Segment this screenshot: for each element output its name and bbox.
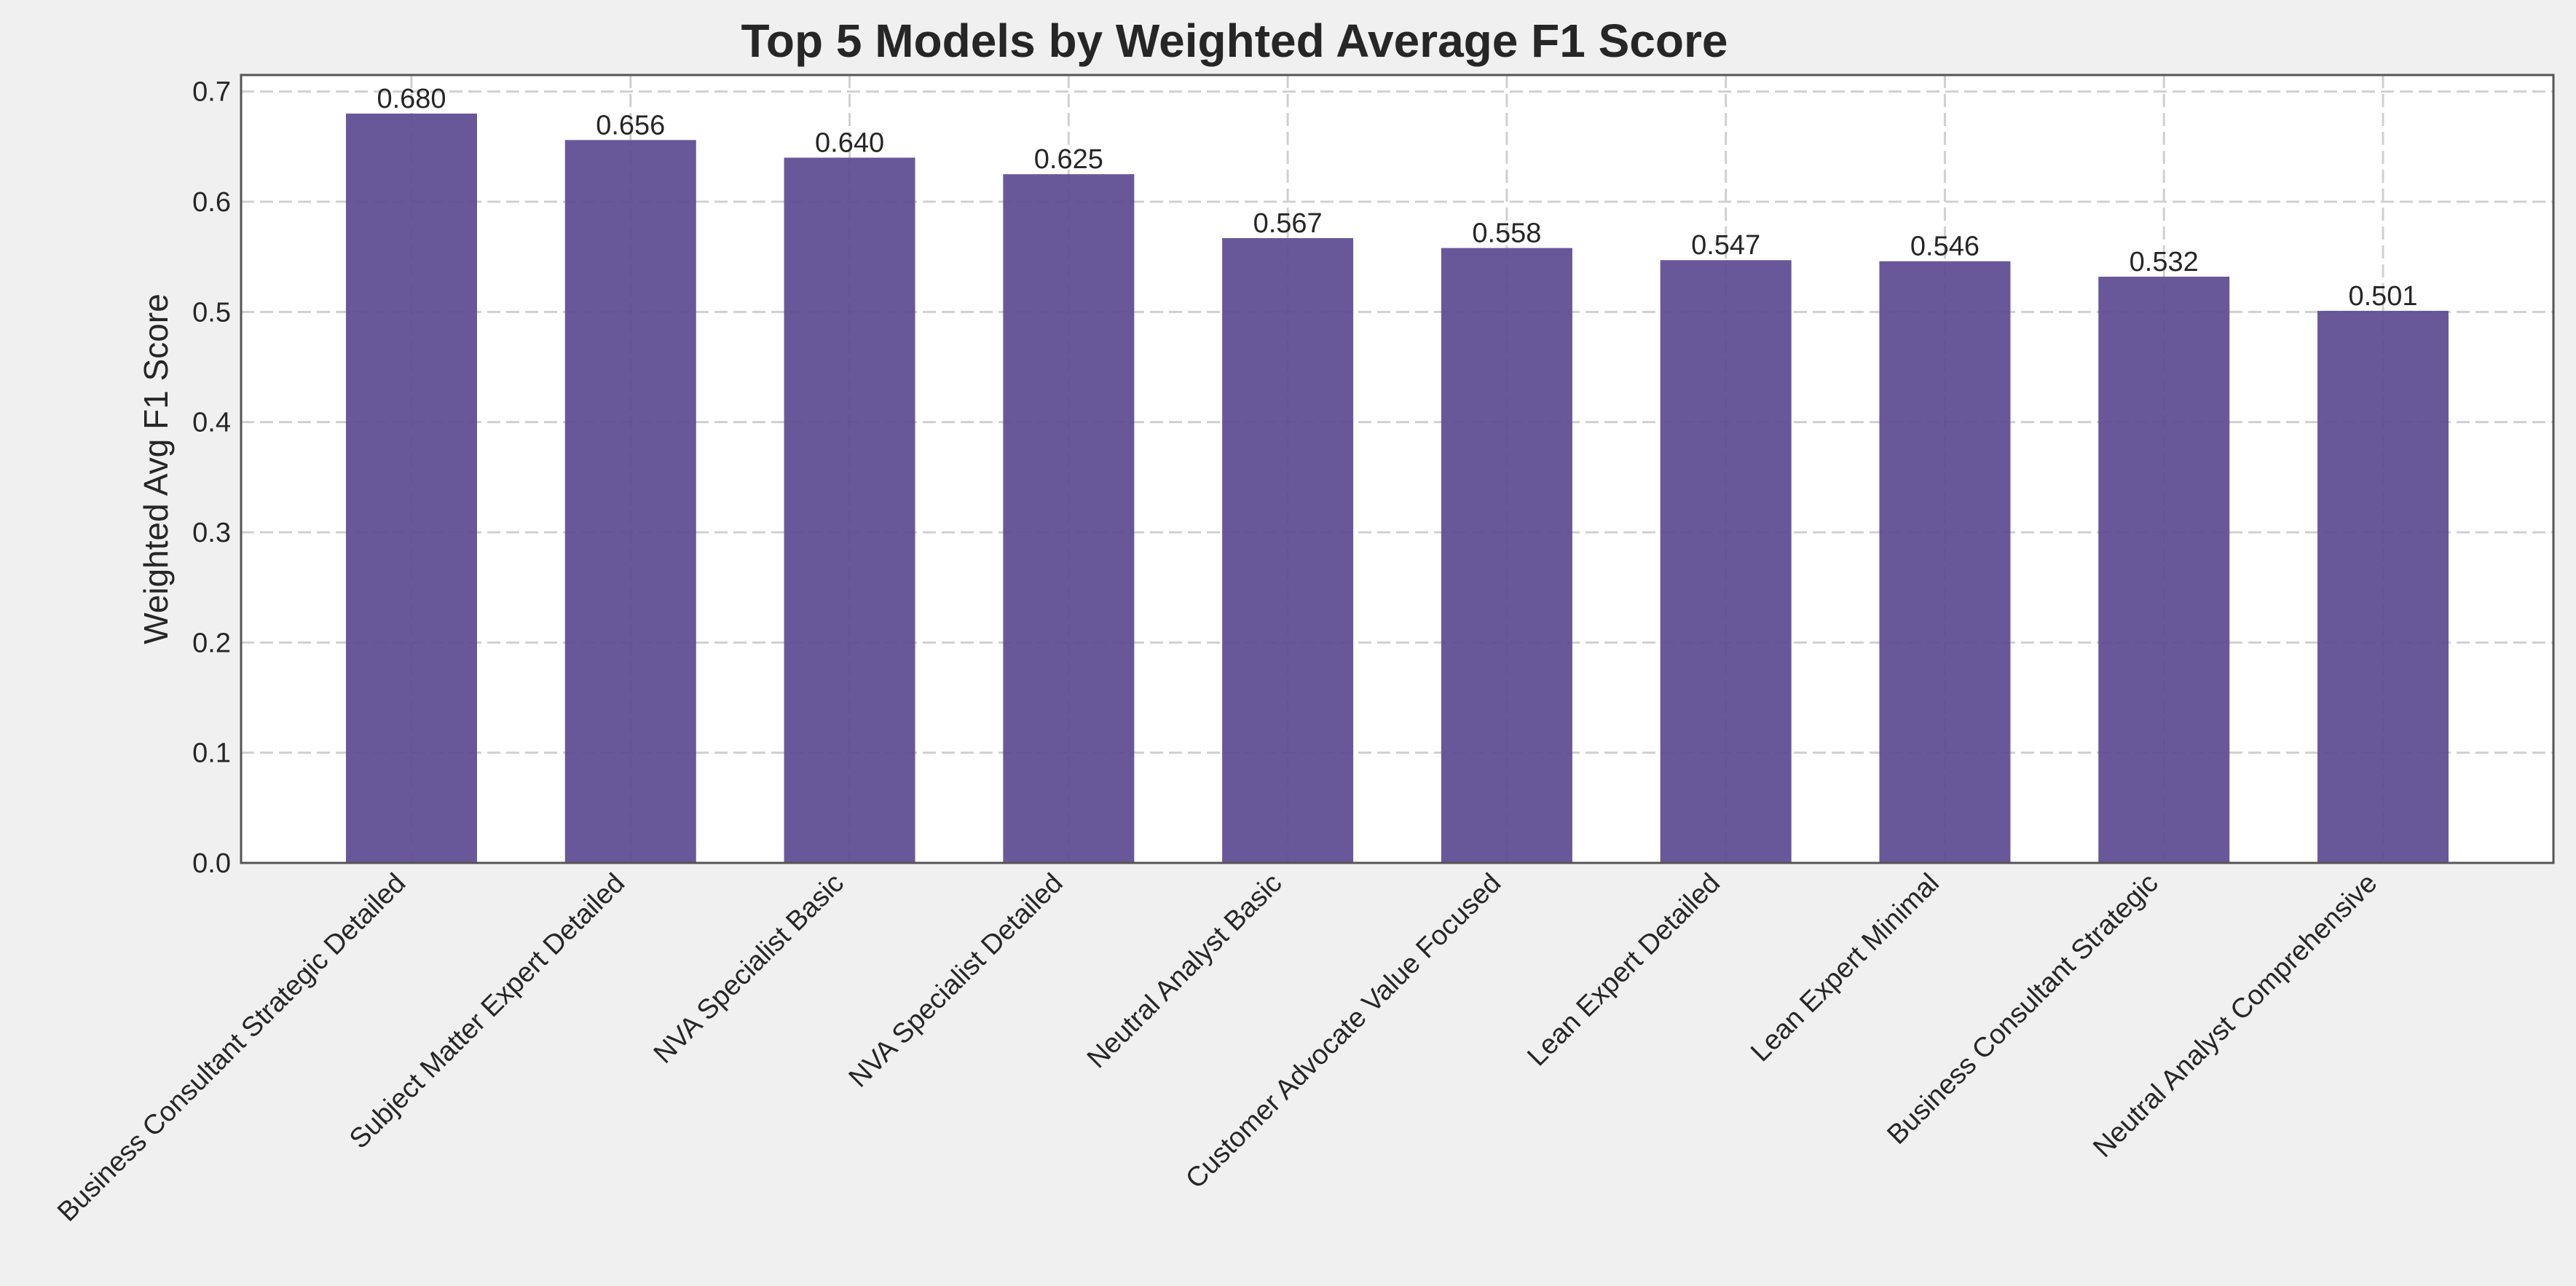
y-tick-label: 0.6 xyxy=(192,187,231,218)
y-tick-label: 0.2 xyxy=(192,628,231,658)
bar-value-label: 0.501 xyxy=(2348,281,2417,312)
y-tick-label: 0.3 xyxy=(192,518,231,548)
bar xyxy=(564,140,696,863)
bar xyxy=(1222,237,1354,863)
bars: 0.680 0.656 0.640 0.625 0.567 0.558 0.547 0.546… xyxy=(346,84,2449,863)
y-axis-ticks: 0.0 0.1 0.2 0.3 0.4 0.5 0.6 0.7 xyxy=(192,77,231,879)
bar-value-label: 0.640 xyxy=(815,127,884,158)
y-tick-label: 0.4 xyxy=(192,408,231,438)
bar xyxy=(1003,174,1135,863)
bar xyxy=(784,157,915,863)
bar-value-label: 0.680 xyxy=(377,84,446,114)
y-tick-label: 0.7 xyxy=(192,77,231,108)
y-tick-label: 0.1 xyxy=(192,738,231,769)
y-tick-label: 0.5 xyxy=(192,297,231,328)
bar-value-label: 0.532 xyxy=(2130,247,2199,277)
bar-value-label: 0.656 xyxy=(596,110,665,141)
bar-value-label: 0.567 xyxy=(1253,208,1323,239)
bar-value-label: 0.625 xyxy=(1034,144,1103,175)
bar xyxy=(1879,261,2011,863)
plot-frame xyxy=(240,74,2555,864)
y-tick-label: 0.0 xyxy=(192,848,231,879)
y-axis-label: Weighted Avg F1 Score xyxy=(137,293,175,644)
bar xyxy=(346,113,477,863)
bar-value-label: 0.547 xyxy=(1691,230,1760,261)
chart-title: Top 5 Models by Weighted Average F1 Scor… xyxy=(741,15,1728,67)
bar xyxy=(1660,260,1792,863)
bar xyxy=(2317,310,2449,863)
bar xyxy=(2098,276,2230,863)
bar-value-label: 0.546 xyxy=(1910,232,1980,262)
bar xyxy=(1441,248,1572,863)
bar-value-label: 0.558 xyxy=(1472,218,1541,249)
